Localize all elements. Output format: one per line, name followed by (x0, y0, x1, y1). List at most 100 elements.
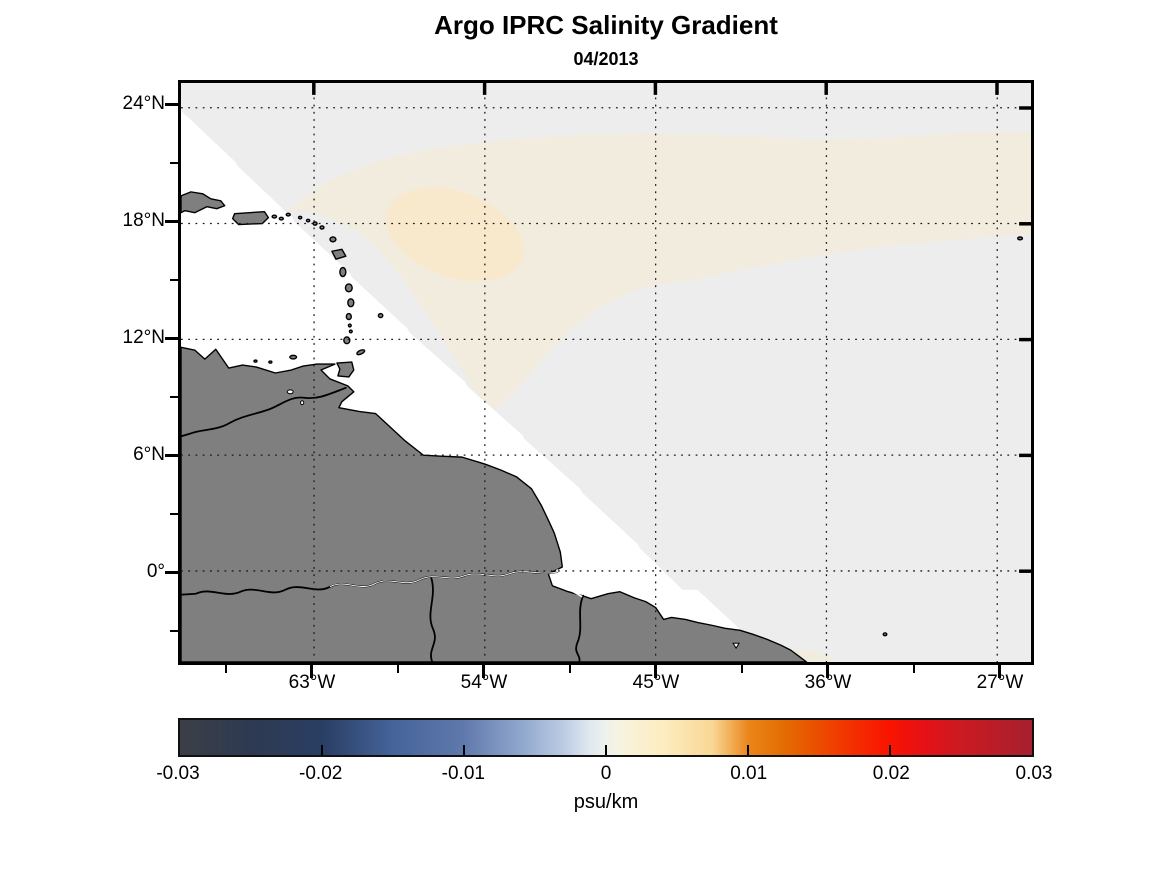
right-tick (1019, 106, 1031, 110)
island-antigua (329, 236, 337, 243)
island-speck (285, 212, 291, 217)
colorbar-label: 0.02 (872, 763, 910, 784)
lake-group (286, 389, 740, 650)
y-tick-label-0: 0° (146, 561, 165, 582)
x-axis-major-tick (998, 665, 1001, 678)
y-axis-major-tick (165, 571, 178, 574)
x-axis-major-tick (826, 665, 829, 678)
map-plot-area (178, 80, 1034, 665)
map-svg (181, 83, 1031, 662)
colorbar (178, 718, 1034, 757)
island-speck (312, 221, 318, 226)
y-axis-major-tick (165, 220, 178, 223)
island-margarita (289, 354, 298, 360)
river-orinoco (181, 386, 347, 438)
island-guadeloupe (331, 248, 347, 260)
y-axis-minor-tick (170, 630, 178, 632)
x-axis-minor-tick (397, 665, 399, 673)
top-tick (653, 83, 658, 95)
top-tick (312, 83, 316, 95)
top-tick (482, 83, 487, 95)
island-tobago (356, 349, 366, 356)
x-tick-label-27w: 27°W (976, 672, 1024, 693)
river-branch-south (429, 576, 436, 662)
colorbar-tick (321, 745, 323, 755)
island-hispaniola (181, 191, 226, 214)
island-speck (278, 216, 284, 221)
x-axis-major-tick (310, 665, 313, 678)
y-axis-minor-tick (170, 162, 178, 164)
island-martinique (344, 283, 353, 293)
contour-positive-core (386, 187, 524, 282)
island-st-lucia (347, 298, 355, 308)
right-tick (1019, 222, 1031, 226)
island-speck (253, 359, 258, 363)
lagoon-speck (732, 642, 740, 650)
colorbar-label: 0.01 (730, 763, 768, 784)
island-grenada (343, 336, 351, 345)
island-speck (319, 225, 325, 230)
right-tick (1019, 569, 1031, 573)
x-axis-minor-tick (913, 665, 915, 673)
colorbar-tick (888, 745, 891, 755)
x-tick-label-36w: 36°W (804, 672, 852, 693)
x-axis-minor-tick (225, 665, 227, 673)
island-speck (348, 329, 353, 334)
x-tick-label-54w: 54°W (460, 672, 508, 693)
x-axis-minor-tick (741, 665, 743, 673)
x-axis-major-tick (482, 665, 485, 678)
island-puerto-rico (231, 210, 270, 226)
island-fernando-de-noronha (882, 632, 888, 637)
colorbar-label: 0.03 (1015, 763, 1053, 784)
colorbar-tick (462, 745, 465, 755)
colorbar-tick (605, 745, 607, 755)
inner-tick-group (312, 83, 1031, 573)
island-speck (1016, 236, 1024, 241)
colorbar-label: -0.01 (441, 763, 485, 784)
colorbar-tick (747, 745, 749, 755)
island-speck (297, 215, 303, 220)
island-trinidad (336, 361, 355, 378)
graticule-group (181, 83, 1031, 662)
colorbar-label: -0.02 (299, 763, 343, 784)
y-axis-major-tick (165, 337, 178, 340)
y-tick-label-18n: 18°N (122, 210, 165, 231)
x-axis-major-tick (654, 665, 657, 678)
right-tick (1019, 453, 1031, 458)
island-dominica (339, 266, 347, 278)
island-barbados (377, 312, 384, 319)
x-tick-label-63w: 63°W (288, 672, 336, 693)
y-tick-label-12n: 12°N (122, 327, 165, 348)
y-axis-minor-tick (170, 279, 178, 281)
colorbar-label: -0.03 (156, 763, 200, 784)
river-channel-highlights (329, 568, 593, 598)
colorbar-unit-label: psu/km (573, 791, 639, 813)
island-st-vincent (345, 312, 352, 321)
delta-channel (549, 575, 583, 598)
right-tick (1019, 337, 1031, 342)
top-tick (995, 83, 999, 95)
y-axis-minor-tick (170, 396, 178, 398)
delta-channel (555, 568, 593, 596)
y-tick-label-6n: 6°N (133, 444, 165, 465)
chart-title: Argo IPRC Salinity Gradient (434, 10, 778, 40)
lagoon-speck (286, 389, 294, 395)
y-axis-minor-tick (170, 513, 178, 515)
y-axis-major-tick (165, 103, 178, 106)
island-speck (268, 360, 273, 364)
south-america-mainland (181, 346, 808, 662)
y-tick-label-24n: 24°N (122, 93, 165, 114)
lagoon-speck (300, 400, 305, 406)
y-axis-major-tick (165, 454, 178, 457)
island-speck (347, 323, 352, 328)
river-channel (329, 571, 559, 588)
colorbar-label: 0 (600, 763, 612, 784)
top-tick (824, 83, 828, 95)
x-tick-label-45w: 45°W (632, 672, 680, 693)
chart-subtitle-date: 04/2013 (573, 49, 639, 69)
island-speck (305, 218, 311, 223)
river-tocantins (575, 594, 585, 662)
island-speck (271, 214, 278, 219)
x-axis-minor-tick (569, 665, 571, 673)
